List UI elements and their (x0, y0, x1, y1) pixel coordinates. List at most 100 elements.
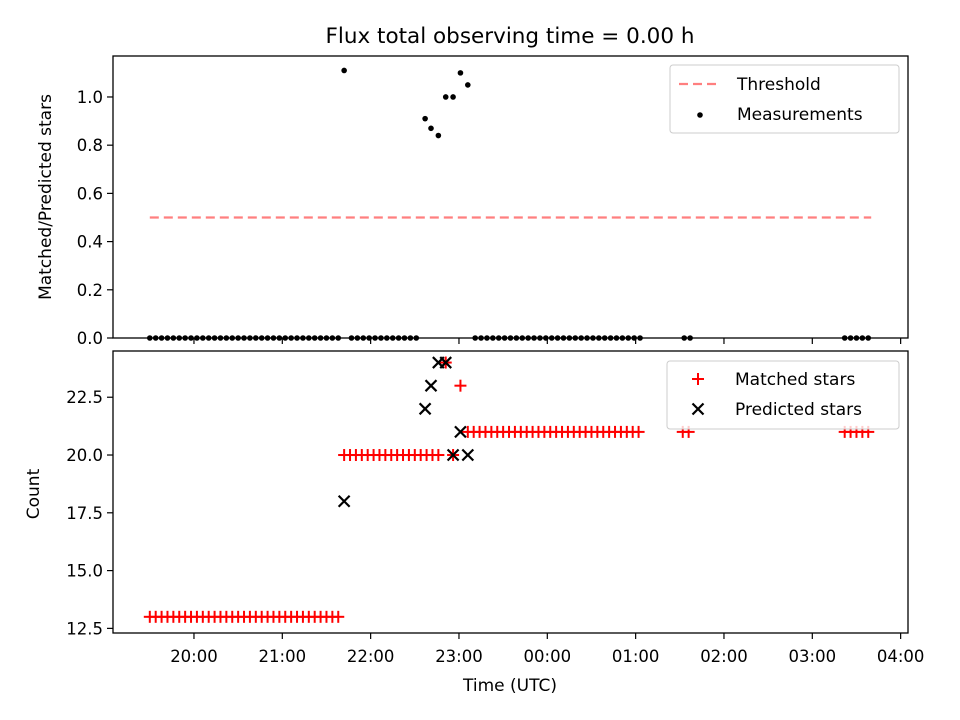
measurement-point (681, 335, 688, 341)
measurement-point (182, 335, 188, 341)
bottom-panel: 12.5 15.0 17.5 20.0 22.5 20:00 21:00 22:00 23:0… (24, 350, 924, 696)
y-tick-label: 20.0 (66, 446, 103, 465)
measurement-point (472, 335, 478, 341)
bottom-y-axis-label: Count (24, 468, 44, 519)
top-panel: Flux total observing time = 0.00 h 0.0 0.… (36, 24, 909, 348)
measurement-point (395, 335, 402, 341)
measurement-point (853, 335, 860, 341)
legend-predicted-marker (691, 402, 705, 416)
measurement-point (435, 132, 442, 139)
y-tick-label: 0.2 (77, 281, 103, 300)
matched-star-point (332, 610, 345, 623)
measurement-point (282, 335, 289, 341)
measurement-point (465, 82, 471, 88)
matched-star-point (432, 449, 445, 462)
legend-measurements-swatch (697, 112, 703, 118)
measurement-point (865, 335, 872, 341)
measurement-point (253, 335, 259, 341)
matched-star-point (632, 425, 645, 438)
measurement-point (170, 335, 177, 341)
measurement-point (164, 335, 171, 341)
y-tick-label: 0.6 (77, 184, 103, 203)
measurement-point (584, 335, 590, 341)
measurement-point (229, 335, 236, 341)
measurement-point (457, 70, 464, 76)
top-chart-title: Flux total observing time = 0.00 h (326, 24, 695, 49)
legend-threshold-label: Threshold (736, 75, 821, 95)
measurement-point (501, 335, 508, 341)
measurement-point (335, 335, 342, 341)
measurement-point (407, 335, 414, 341)
measurement-point (548, 335, 555, 341)
x-tick-label: 02:00 (700, 647, 748, 666)
measurement-point (859, 335, 866, 341)
measurement-point (270, 335, 277, 341)
measurement-point (200, 335, 206, 341)
measurement-point (554, 335, 561, 341)
y-tick-label: 0.4 (77, 233, 103, 252)
measurement-point (311, 335, 318, 341)
measurement-point (442, 94, 449, 100)
measurement-point (176, 335, 183, 341)
top-y-axis: 0.0 0.2 0.4 0.6 0.8 1.0 (77, 88, 113, 348)
measurement-point (450, 94, 456, 100)
measurement-point (525, 335, 531, 341)
legend-matched-swatch (692, 373, 704, 385)
measurement-point (566, 335, 573, 341)
measurement-point (276, 335, 283, 341)
measurement-point (211, 335, 218, 341)
y-tick-label: 22.5 (66, 388, 103, 407)
measurement-point (841, 335, 848, 341)
measurement-point (601, 335, 608, 341)
measurement-point (147, 335, 153, 341)
measurements-series (147, 67, 872, 341)
measurement-point (152, 335, 159, 341)
measurement-point (258, 335, 265, 341)
measurement-point (422, 115, 428, 122)
measurement-point (288, 335, 294, 341)
x-tick-label: 20:00 (170, 647, 218, 666)
x-tick-label: 00:00 (524, 647, 572, 666)
measurement-point (531, 335, 537, 341)
measurement-point (537, 335, 543, 341)
matched-stars-series (143, 356, 875, 623)
measurement-point (637, 335, 643, 341)
predicted-star-point (461, 448, 475, 462)
measurement-point (478, 335, 484, 341)
predicted-star-point (337, 494, 351, 508)
measurement-point (329, 335, 336, 341)
x-tick-label: 04:00 (877, 647, 925, 666)
measurement-point (413, 335, 420, 341)
y-tick-label: 0.8 (77, 136, 103, 155)
bottom-x-axis: 20:00 21:00 22:00 23:00 00:00 01:00 02:00 03:00… (170, 633, 924, 666)
y-tick-label: 12.5 (66, 619, 103, 638)
measurement-point (306, 335, 312, 341)
measurement-point (495, 335, 502, 341)
x-tick-label: 23:00 (435, 647, 483, 666)
legend-predicted-swatch (691, 402, 705, 416)
top-legend: Threshold Measurements (669, 64, 900, 134)
measurement-point (590, 335, 596, 341)
top-x-axis (193, 338, 902, 344)
bottom-y-axis: 12.5 15.0 17.5 20.0 22.5 (66, 388, 113, 638)
y-tick-label: 0.0 (77, 329, 103, 348)
predicted-star-point (424, 379, 438, 392)
legend-matched-label: Matched stars (735, 370, 855, 390)
measurement-point (572, 335, 579, 341)
measurement-point (490, 335, 496, 341)
measurement-point (619, 335, 626, 341)
measurement-point (372, 335, 378, 341)
measurement-point (217, 335, 224, 341)
measurement-point (366, 335, 372, 341)
x-tick-label: 01:00 (612, 647, 660, 666)
legend-measurements-label: Measurements (737, 105, 863, 125)
measurement-point (596, 335, 602, 341)
x-tick-label: 03:00 (789, 647, 837, 666)
measurement-point (613, 335, 620, 341)
x-tick-label: 21:00 (259, 647, 307, 666)
measurement-point (847, 335, 854, 341)
predicted-star-point (439, 356, 453, 369)
measurement-point (223, 335, 230, 341)
predicted-star-point (454, 425, 467, 439)
